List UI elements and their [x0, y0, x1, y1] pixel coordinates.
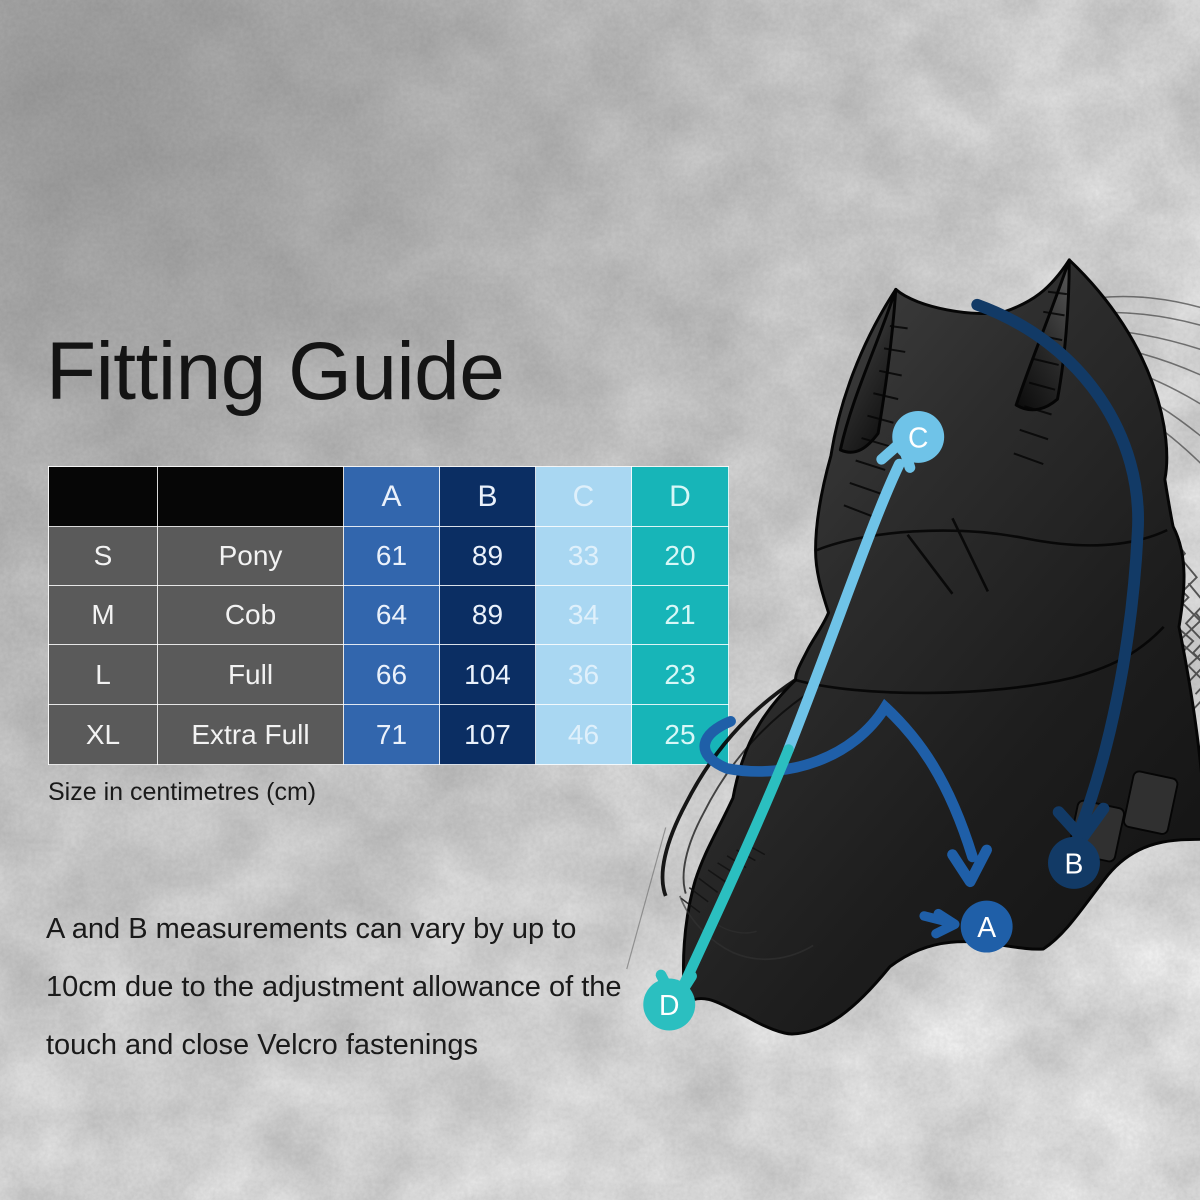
svg-text:A: A	[977, 912, 996, 944]
svg-text:B: B	[1065, 849, 1084, 881]
svg-text:C: C	[908, 423, 928, 455]
svg-text:D: D	[659, 990, 679, 1022]
